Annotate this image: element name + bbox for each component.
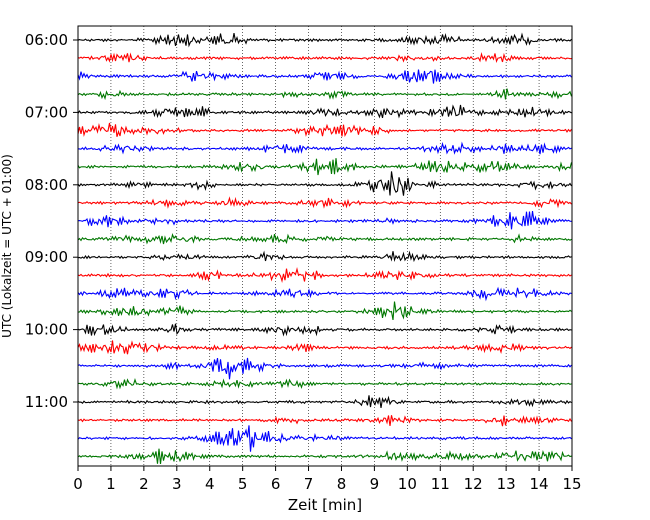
y-axis-label: UTC (Lokalzeit = UTC + 01:00) xyxy=(0,154,14,338)
trace-0845 xyxy=(77,233,572,245)
seismic-traces xyxy=(77,32,573,464)
trace-0930 xyxy=(77,286,572,302)
trace-0645 xyxy=(77,88,573,101)
x-tick-label-15: 15 xyxy=(562,475,581,493)
x-axis-label: Zeit [min] xyxy=(288,496,362,514)
trace-1100 xyxy=(77,395,572,409)
trace-1015 xyxy=(77,340,572,355)
y-tick-label-0: 06:00 xyxy=(25,31,68,49)
trace-0715 xyxy=(77,122,572,137)
x-axis-ticks: 0 1 2 3 4 5 6 7 8 9 10 11 12 13 14 15 xyxy=(73,466,582,493)
trace-0815 xyxy=(77,196,572,209)
y-axis-ticks: 06:00 07:00 08:00 09:00 10:00 11:00 xyxy=(25,31,78,411)
vertical-gridlines xyxy=(110,26,540,466)
y-tick-label-1: 07:00 xyxy=(25,103,68,121)
trace-0700 xyxy=(77,104,572,119)
trace-1145 xyxy=(77,448,572,464)
x-tick-label-11: 11 xyxy=(431,475,450,493)
y-tick-label-4: 10:00 xyxy=(25,321,68,339)
trace-0830 xyxy=(77,211,572,230)
trace-0730 xyxy=(77,141,572,155)
x-tick-label-6: 6 xyxy=(271,475,281,493)
x-tick-label-12: 12 xyxy=(464,475,483,493)
x-tick-label-7: 7 xyxy=(304,475,314,493)
trace-0600 xyxy=(77,32,572,48)
x-tick-label-13: 13 xyxy=(497,475,516,493)
trace-0945 xyxy=(77,301,572,321)
trace-1000 xyxy=(77,323,572,337)
x-tick-label-8: 8 xyxy=(337,475,347,493)
x-tick-label-2: 2 xyxy=(139,475,149,493)
trace-0800 xyxy=(77,171,572,196)
trace-0745 xyxy=(77,158,573,176)
trace-0615 xyxy=(77,51,572,64)
trace-0630 xyxy=(77,69,572,84)
trace-0915 xyxy=(77,267,572,284)
trace-0900 xyxy=(77,250,572,263)
y-tick-label-5: 11:00 xyxy=(25,393,68,411)
x-tick-label-1: 1 xyxy=(106,475,116,493)
x-tick-label-0: 0 xyxy=(73,475,83,493)
x-tick-label-4: 4 xyxy=(205,475,215,493)
trace-1030 xyxy=(77,357,572,380)
x-tick-label-10: 10 xyxy=(398,475,417,493)
x-tick-label-3: 3 xyxy=(172,475,182,493)
trace-1045 xyxy=(78,378,572,390)
x-tick-label-9: 9 xyxy=(370,475,380,493)
trace-1130 xyxy=(77,425,572,452)
x-tick-label-5: 5 xyxy=(238,475,248,493)
trace-1115 xyxy=(77,415,572,427)
y-tick-label-3: 09:00 xyxy=(25,248,68,266)
plot-frame xyxy=(77,25,573,467)
y-tick-label-2: 08:00 xyxy=(25,176,68,194)
x-tick-label-14: 14 xyxy=(530,475,549,493)
